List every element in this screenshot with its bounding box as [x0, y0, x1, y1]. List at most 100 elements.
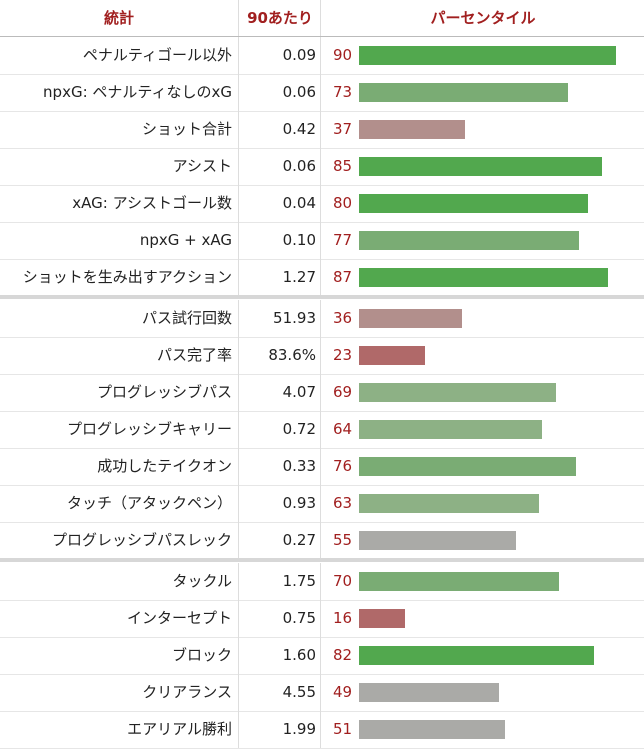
- table-row: ショット合計 0.42 37: [0, 111, 644, 149]
- percentile-cell: 49: [320, 674, 644, 711]
- per90-value: 0.42: [238, 111, 316, 148]
- per90-value: 0.04: [238, 185, 316, 222]
- stat-name: インターセプト: [126, 609, 232, 627]
- per90-column-header[interactable]: 90あたり: [238, 0, 321, 36]
- table-row: npxG: ペナルティなしのxG 0.06 73: [0, 74, 644, 112]
- stat-name: パス完了率: [156, 346, 232, 364]
- stat-name: ショットを生み出すアクション: [22, 268, 232, 286]
- percentile-bar: [359, 683, 499, 702]
- table-row: プログレッシブキャリー 0.72 64: [0, 411, 644, 449]
- percentile-value: 63: [333, 494, 353, 512]
- per90-value: 0.06: [238, 74, 316, 111]
- stat-name: クリアランス: [142, 683, 232, 701]
- group-divider: [0, 295, 644, 299]
- per90-value: 0.09: [238, 37, 316, 74]
- percentile-cell: 63: [320, 485, 644, 522]
- percentile-bar: [359, 268, 608, 287]
- percentile-value: 76: [333, 457, 353, 475]
- stat-column-header[interactable]: 統計: [103, 9, 134, 27]
- per90-value: 0.10: [238, 222, 316, 259]
- stat-name: プログレッシブキャリー: [66, 420, 232, 438]
- group-divider: [0, 558, 644, 562]
- percentile-value: 69: [333, 383, 353, 401]
- percentile-value: 77: [333, 231, 353, 249]
- stat-name: npxG + xAG: [139, 231, 232, 249]
- stat-name: パス試行回数: [141, 309, 232, 327]
- stat-name: プログレッシブパスレック: [51, 531, 232, 549]
- percentile-bar: [359, 720, 505, 739]
- percentile-cell: 37: [320, 111, 644, 148]
- per90-value: 51.93: [238, 300, 316, 337]
- percentile-cell: 51: [320, 711, 644, 748]
- percentile-value: 70: [333, 572, 353, 590]
- stat-name: ショット合計: [141, 120, 232, 138]
- percentile-bar: [359, 231, 579, 250]
- per90-value: 0.33: [238, 448, 316, 485]
- stat-name: ペナルティゴール以外: [82, 46, 232, 64]
- per90-value: 4.55: [238, 674, 316, 711]
- table-row: プログレッシブパスレック 0.27 55: [0, 522, 644, 560]
- table-row: エアリアル勝利 1.99 51: [0, 711, 644, 749]
- per90-value: 0.93: [238, 485, 316, 522]
- percentile-bar: [359, 309, 462, 328]
- percentile-value: 82: [333, 646, 353, 664]
- percentile-bar: [359, 157, 602, 176]
- percentile-bar: [359, 120, 465, 139]
- per90-value: 0.75: [238, 600, 316, 637]
- percentile-value: 85: [333, 157, 353, 175]
- percentile-cell: 55: [320, 522, 644, 559]
- stat-name: アシスト: [172, 157, 232, 175]
- percentile-cell: 73: [320, 74, 644, 111]
- percentile-bar: [359, 494, 539, 513]
- per90-value: 4.07: [238, 374, 316, 411]
- table-row: xAG: アシストゴール数 0.04 80: [0, 185, 644, 223]
- per90-value: 1.27: [238, 259, 316, 296]
- per90-value: 1.60: [238, 637, 316, 674]
- percentile-column-header[interactable]: パーセンタイル: [320, 0, 644, 36]
- percentile-cell: 80: [320, 185, 644, 222]
- table-row: プログレッシブパス 4.07 69: [0, 374, 644, 412]
- stat-name: npxG: ペナルティなしのxG: [43, 83, 232, 101]
- stat-name: エアリアル勝利: [127, 720, 232, 738]
- table-row: タッチ（アタックペン） 0.93 63: [0, 485, 644, 523]
- table-row: インターセプト 0.75 16: [0, 600, 644, 638]
- percentile-cell: 16: [320, 600, 644, 637]
- per90-value: 1.99: [238, 711, 316, 748]
- percentile-cell: 87: [320, 259, 644, 296]
- table-row: タックル 1.75 70: [0, 563, 644, 601]
- percentile-cell: 85: [320, 148, 644, 185]
- percentile-bar: [359, 194, 588, 213]
- table-row: npxG + xAG 0.10 77: [0, 222, 644, 260]
- per90-value: 1.75: [238, 563, 316, 600]
- percentile-cell: 23: [320, 337, 644, 374]
- percentile-cell: 69: [320, 374, 644, 411]
- percentile-value: 36: [333, 309, 353, 327]
- per90-value: 0.72: [238, 411, 316, 448]
- per90-value: 83.6%: [238, 337, 316, 374]
- table-row: クリアランス 4.55 49: [0, 674, 644, 712]
- percentile-bar: [359, 383, 556, 402]
- percentile-value: 16: [333, 609, 353, 627]
- percentile-cell: 70: [320, 563, 644, 600]
- stat-name: 成功したテイクオン: [97, 457, 232, 475]
- table-header-row: 統計 90あたり パーセンタイル: [0, 0, 644, 37]
- percentile-bar: [359, 346, 425, 365]
- percentile-bar: [359, 83, 568, 102]
- percentile-bar: [359, 531, 516, 550]
- percentile-cell: 64: [320, 411, 644, 448]
- stat-name: xAG: アシストゴール数: [72, 194, 232, 212]
- table-row: ペナルティゴール以外 0.09 90: [0, 37, 644, 75]
- percentile-bar: [359, 457, 576, 476]
- percentile-value: 23: [333, 346, 353, 364]
- percentile-value: 37: [333, 120, 353, 138]
- percentile-cell: 76: [320, 448, 644, 485]
- percentile-value: 51: [333, 720, 353, 738]
- percentile-cell: 90: [320, 37, 644, 74]
- stat-name: タッチ（アタックペン）: [66, 494, 232, 512]
- percentile-cell: 82: [320, 637, 644, 674]
- percentile-cell: 36: [320, 300, 644, 337]
- per90-value: 0.06: [238, 148, 316, 185]
- percentile-bar: [359, 609, 405, 628]
- table-row: ショットを生み出すアクション 1.27 87: [0, 259, 644, 297]
- percentile-bar: [359, 420, 542, 439]
